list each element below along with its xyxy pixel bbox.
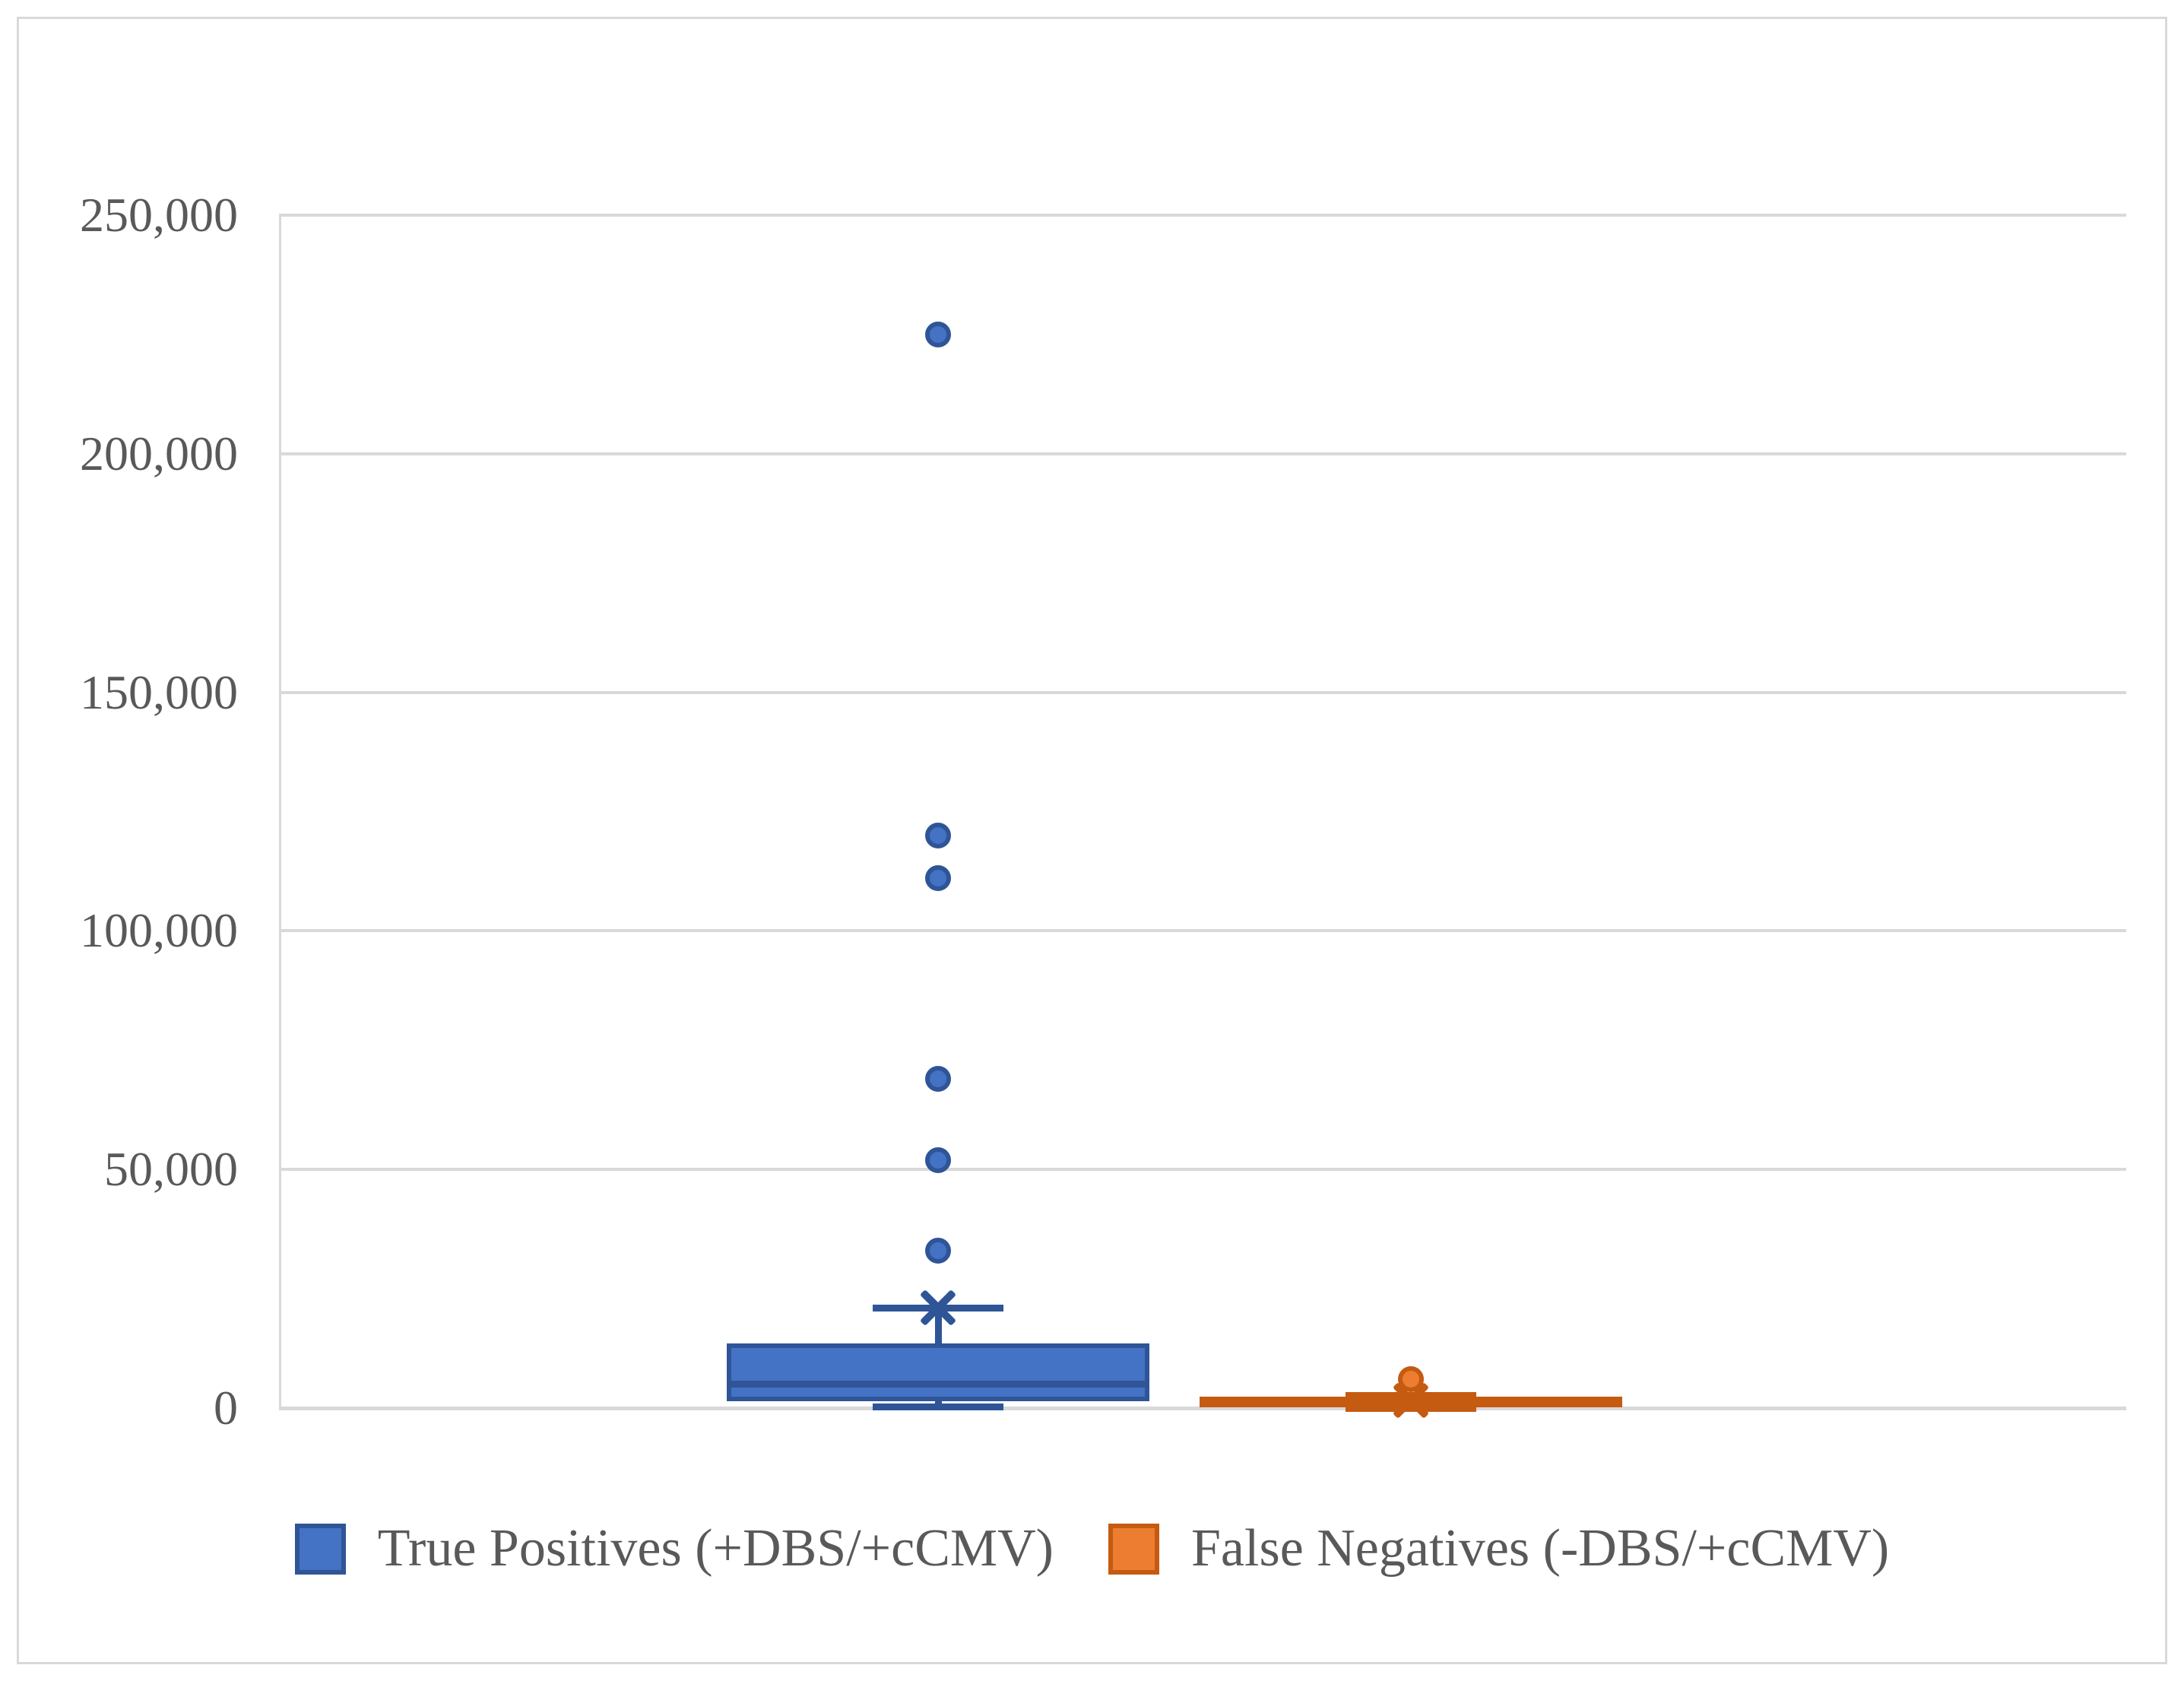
outlier-point-true-positives [925,1147,951,1173]
y-axis-line [279,215,281,1410]
gridline-100000 [279,929,2126,933]
outlier-point-true-positives [925,822,951,848]
upper-whisker-true-positives [934,1308,942,1344]
legend-swatch-false-negatives [1108,1523,1159,1575]
legend-item-false-negatives: False Negatives (-DBS/+cCMV) [1108,1517,1889,1581]
gridline-50000 [279,1168,2126,1172]
lower-whisker-cap-false-negatives [1346,1404,1476,1412]
gridline-250000 [279,214,2126,217]
legend-item-true-positives: True Positives (+DBS/+cCMV) [294,1517,1054,1581]
median-line-true-positives [727,1381,1149,1388]
legend-label-true-positives: True Positives (+DBS/+cCMV) [377,1519,1054,1578]
outlier-point-true-positives [925,321,951,347]
mean-marker-true-positives [916,1286,960,1330]
gridline-200000 [279,452,2126,455]
y-axis-tick-label: 250,000 [80,188,238,242]
gridline-150000 [279,690,2126,694]
outlier-point-false-negatives [1398,1366,1424,1393]
legend-label-false-negatives: False Negatives (-DBS/+cCMV) [1191,1519,1890,1578]
legend: True Positives (+DBS/+cCMV) False Negati… [0,1517,2184,1581]
outlier-point-true-positives [925,1065,951,1092]
box-true-positives [727,1343,1149,1401]
legend-swatch-true-positives [294,1523,346,1575]
y-axis-tick-label: 200,000 [80,426,238,481]
y-axis-tick-label: 100,000 [80,903,238,958]
y-axis-tick-label: 150,000 [80,664,238,719]
y-axis-tick-label: 50,000 [104,1142,238,1197]
y-axis-tick-label: 0 [214,1381,238,1435]
outlier-point-true-positives [925,1237,951,1264]
outlier-point-true-positives [925,865,951,892]
lower-whisker-cap-true-positives [873,1403,1003,1410]
gridline-0 [279,1407,2126,1410]
